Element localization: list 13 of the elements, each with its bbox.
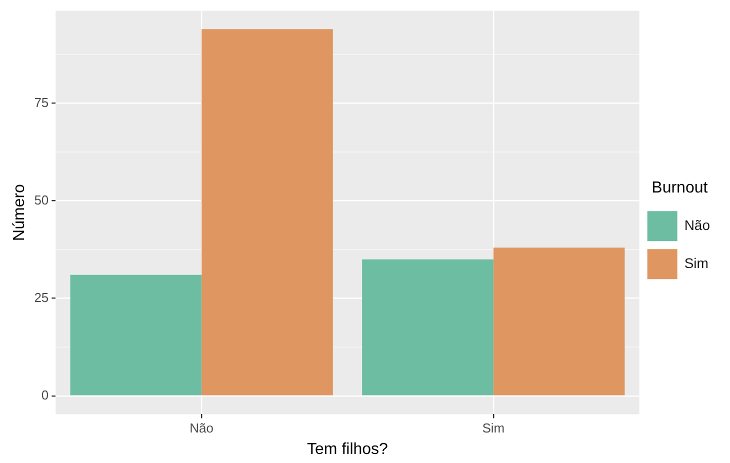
legend-label: Não: [684, 216, 710, 233]
y-tick-label: 25: [34, 290, 49, 305]
bar: [70, 274, 202, 396]
bar: [202, 29, 333, 396]
x-axis-title: Tem filhos?: [307, 440, 388, 458]
y-tick-label: 50: [34, 192, 49, 208]
y-tick-label: 0: [41, 387, 49, 402]
bar: [362, 259, 494, 396]
legend-title: Burnout: [652, 179, 708, 196]
y-axis-title: Número: [11, 184, 28, 241]
legend-label: Sim: [684, 254, 708, 271]
y-tick-label: 75: [34, 94, 49, 110]
bar: [493, 248, 625, 396]
